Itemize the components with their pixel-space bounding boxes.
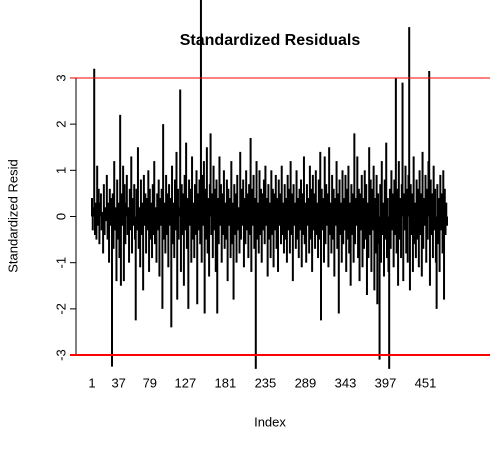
chart-title: Standardized Residuals bbox=[180, 32, 361, 49]
x-tick-label: 289 bbox=[295, 375, 317, 390]
x-tick-label: 343 bbox=[335, 375, 357, 390]
y-tick-label: 3 bbox=[53, 74, 68, 81]
x-tick-label: 235 bbox=[255, 375, 277, 390]
x-tick-label: 397 bbox=[375, 375, 397, 390]
y-tick-label: 1 bbox=[53, 167, 68, 174]
x-tick-label: 1 bbox=[88, 375, 95, 390]
y-tick-label: 0 bbox=[53, 213, 68, 220]
x-axis-label: Index bbox=[254, 414, 286, 429]
x-tick-label: 181 bbox=[215, 375, 237, 390]
y-tick-label: -3 bbox=[53, 349, 68, 361]
x-tick-label: 451 bbox=[415, 375, 437, 390]
y-tick-label: 2 bbox=[53, 121, 68, 128]
y-tick-label: -2 bbox=[53, 303, 68, 315]
y-tick-label: -1 bbox=[53, 257, 68, 269]
x-tick-label: 127 bbox=[175, 375, 197, 390]
x-tick-label: 37 bbox=[111, 375, 125, 390]
x-tick-label: 79 bbox=[143, 375, 157, 390]
y-axis-label: Standardized Resid bbox=[5, 159, 20, 272]
